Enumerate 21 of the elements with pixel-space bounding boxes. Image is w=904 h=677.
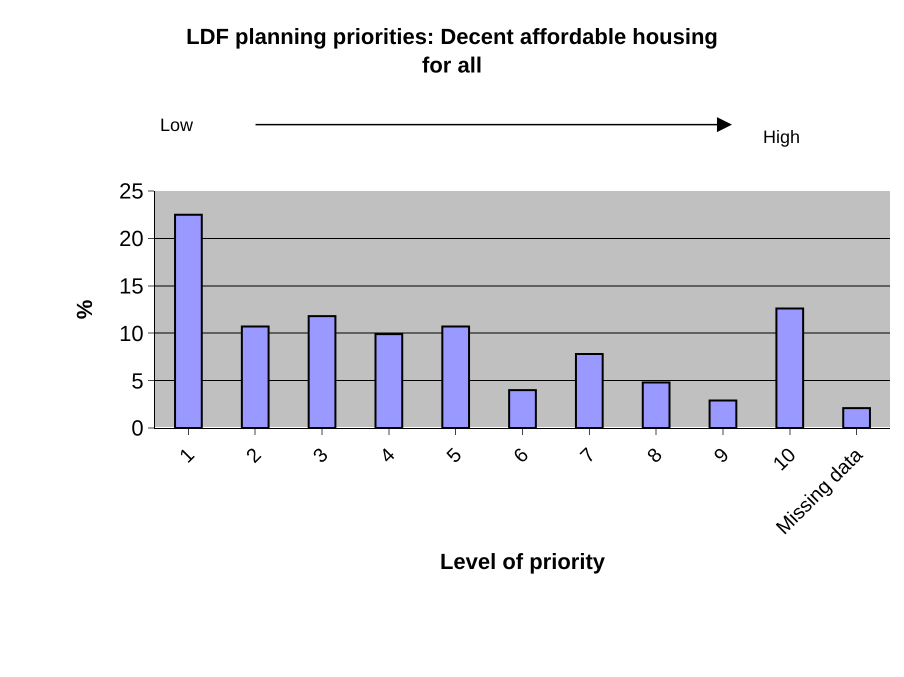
chart-title: LDF planning priorities: Decent affordable housing for all — [186, 24, 718, 78]
x-tick-label: 5 — [442, 444, 466, 468]
text: Low — [160, 115, 194, 135]
x-axis-title: Level of priority — [440, 548, 606, 574]
y-axis-title: % — [72, 300, 97, 320]
x-tick-label: 4 — [376, 444, 400, 468]
y-tick-label: 25 — [119, 178, 144, 204]
x-tick-label: 7 — [576, 444, 600, 468]
y-tick-label: 20 — [119, 226, 144, 252]
x-tick-label: 6 — [510, 444, 534, 468]
x-tick-label: 8 — [643, 444, 667, 468]
y-tick-label: 10 — [119, 320, 144, 346]
x-tick-label: 10 — [769, 444, 800, 476]
y-tick-label: 0 — [131, 416, 144, 441]
x-tick-label: 9 — [710, 444, 734, 468]
x-tick-label: 1 — [176, 444, 200, 468]
y-tick-label: 15 — [119, 274, 144, 298]
text: High — [763, 127, 800, 147]
y-tick-label: 5 — [131, 368, 144, 394]
x-tick-label: 3 — [309, 444, 333, 468]
x-tick-label: 2 — [242, 444, 266, 468]
